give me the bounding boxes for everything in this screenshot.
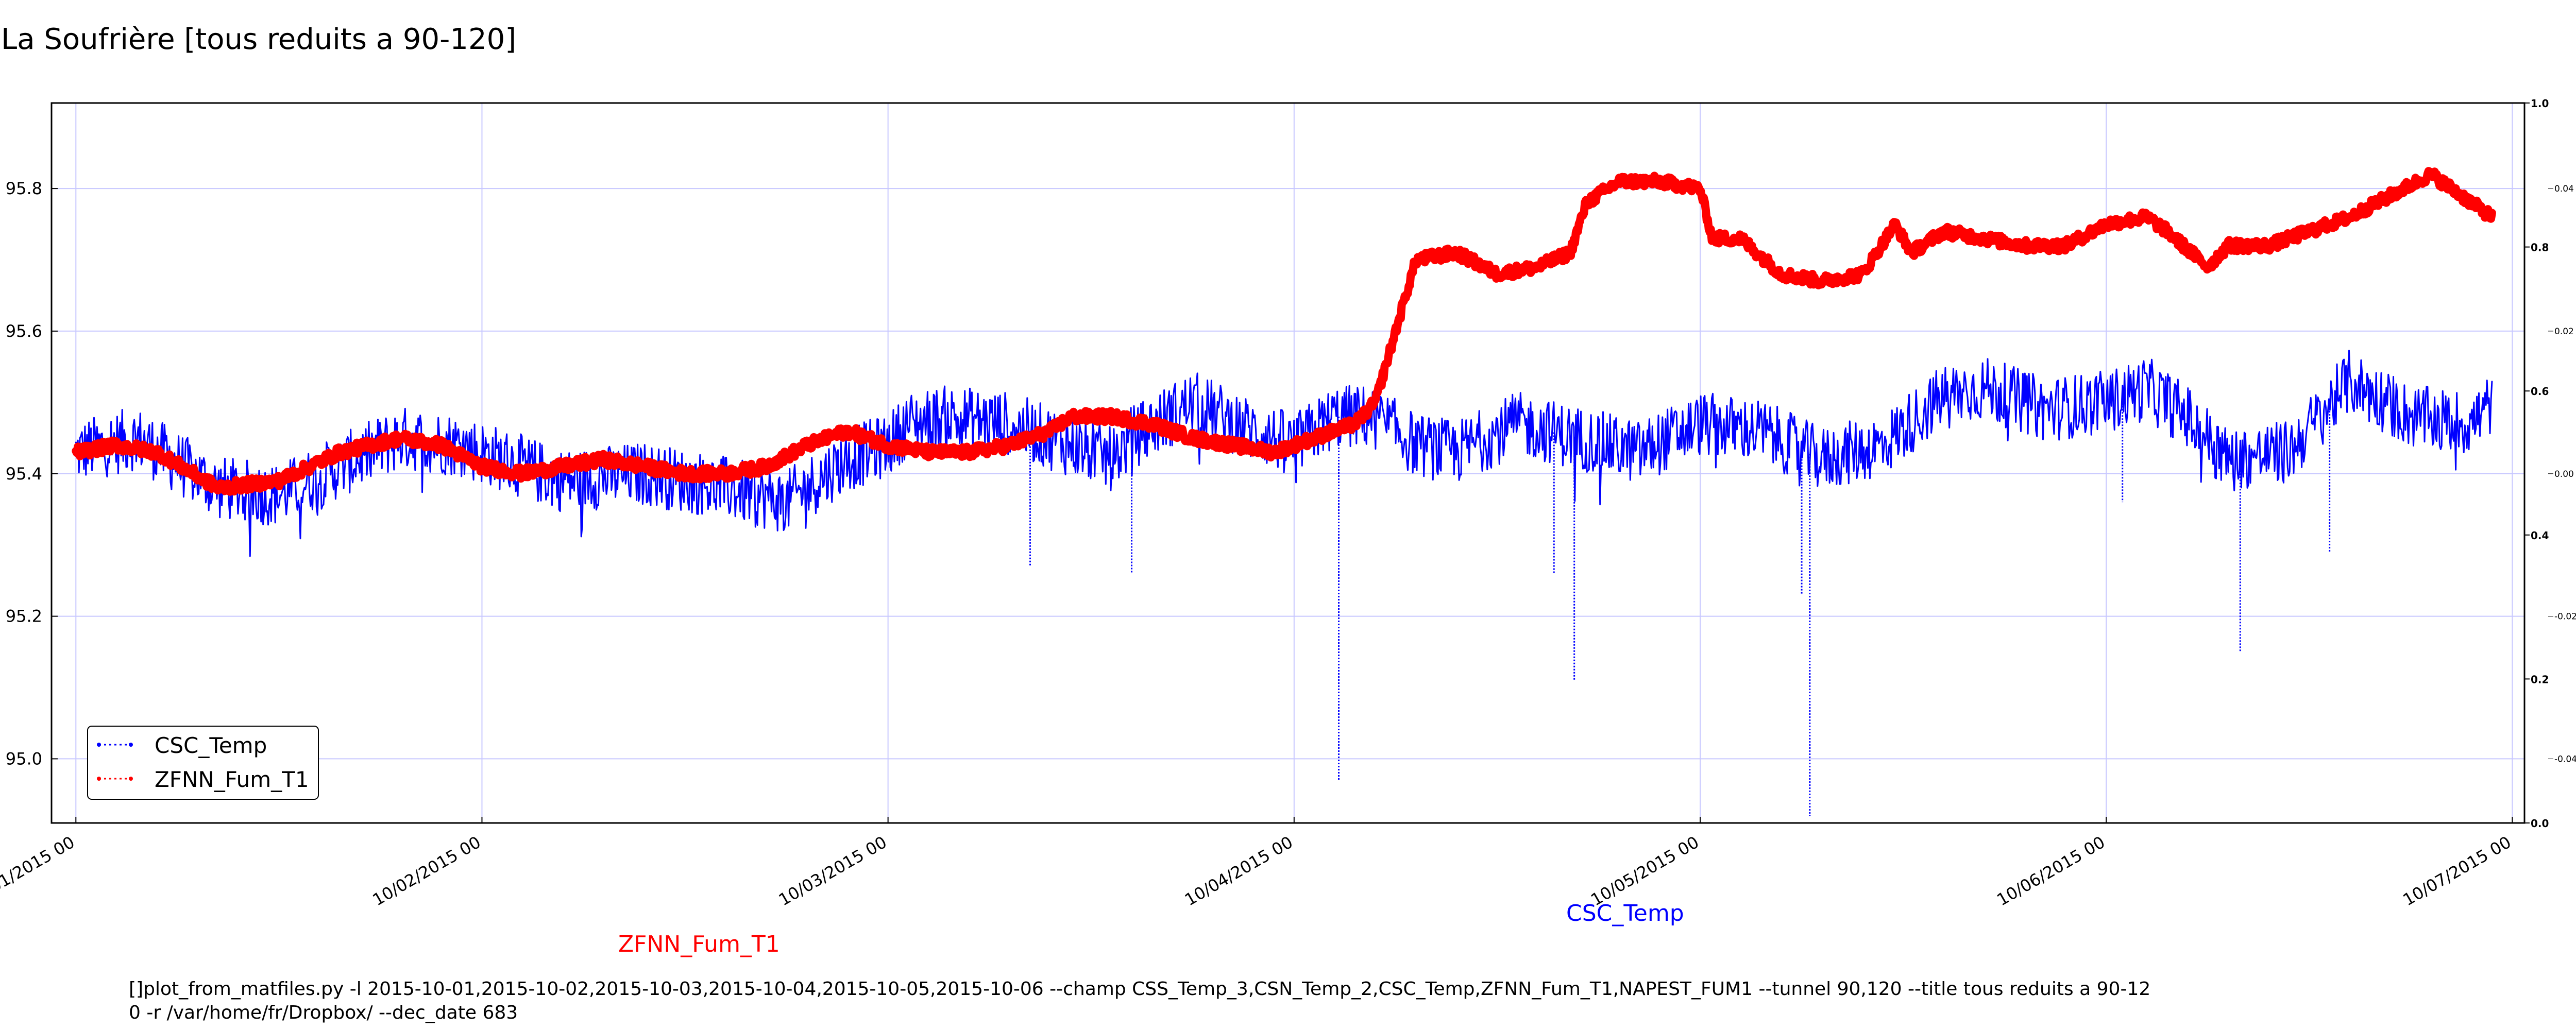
x-tick-label: 10/05/2015 00 bbox=[1587, 832, 1702, 910]
right-inner-tick-label: -0.02 bbox=[2554, 612, 2576, 622]
plot-frame bbox=[50, 102, 2526, 824]
x-tick-label: 10/03/2015 00 bbox=[775, 832, 890, 910]
chart-title: La Soufrière [tous reduits a 90-120] bbox=[1, 23, 517, 56]
legend-marker bbox=[129, 777, 133, 781]
right-outer-tick-label: 1.0 bbox=[2531, 97, 2549, 110]
right-inner-tick-label: -0.04 bbox=[2554, 754, 2576, 764]
y-tick-label: 95.2 bbox=[6, 607, 42, 626]
x-tick-label: 10/02/2015 00 bbox=[369, 832, 484, 910]
command-footer: []plot_from_matfiles.py -l 2015-10-01,20… bbox=[129, 977, 2150, 1025]
series-line-ZFNN_Fum_T1 bbox=[72, 167, 2496, 496]
footer-line-1: []plot_from_matfiles.py -l 2015-10-01,20… bbox=[129, 978, 2151, 1000]
footer-line-2: 0 -r /var/home/fr/Dropbox/ --dec_date 68… bbox=[129, 1002, 518, 1023]
legend-label: CSC_Temp bbox=[155, 733, 267, 758]
legend-marker bbox=[97, 777, 101, 781]
legend: CSC_Temp ZFNN_Fum_T1 bbox=[87, 726, 319, 800]
x-tick-label: 10/04/2015 00 bbox=[1181, 832, 1296, 910]
y-tick-label: 95.8 bbox=[6, 179, 42, 198]
x-tick-label: 10/01/2015 00 bbox=[0, 832, 78, 910]
x-tick-label: 10/06/2015 00 bbox=[1993, 832, 2108, 910]
right-outer-tick-label: 0.6 bbox=[2531, 385, 2549, 398]
right-axis-label: CSC_Temp bbox=[1566, 900, 1684, 926]
y-tick-label: 95.6 bbox=[6, 321, 42, 341]
series-layer bbox=[72, 167, 2496, 816]
x-tick-label: 10/07/2015 00 bbox=[2400, 832, 2515, 910]
left-axis-label: ZFNN_Fum_T1 bbox=[618, 931, 780, 957]
right-outer-tick-label: 0.4 bbox=[2531, 529, 2549, 542]
y-tick-label: 95.0 bbox=[6, 749, 42, 768]
right-inner-tick-label: 0.02 bbox=[2554, 327, 2574, 337]
right-inner-tick-label: 0.00 bbox=[2554, 469, 2574, 479]
right-inner-tick-label: 0.04 bbox=[2554, 184, 2574, 194]
axis-ticks: 10/01/2015 00 10/02/2015 00 10/03/2015 00 1… bbox=[0, 97, 2576, 910]
legend-box bbox=[87, 726, 319, 800]
right-outer-tick-label: 0.8 bbox=[2531, 242, 2549, 254]
legend-marker bbox=[129, 743, 133, 747]
right-outer-tick-label: 0.0 bbox=[2531, 817, 2549, 830]
legend-marker bbox=[97, 743, 101, 747]
y-tick-label: 95.4 bbox=[6, 464, 42, 484]
legend-label: ZFNN_Fum_T1 bbox=[155, 767, 309, 792]
right-outer-tick-label: 0.2 bbox=[2531, 673, 2549, 685]
